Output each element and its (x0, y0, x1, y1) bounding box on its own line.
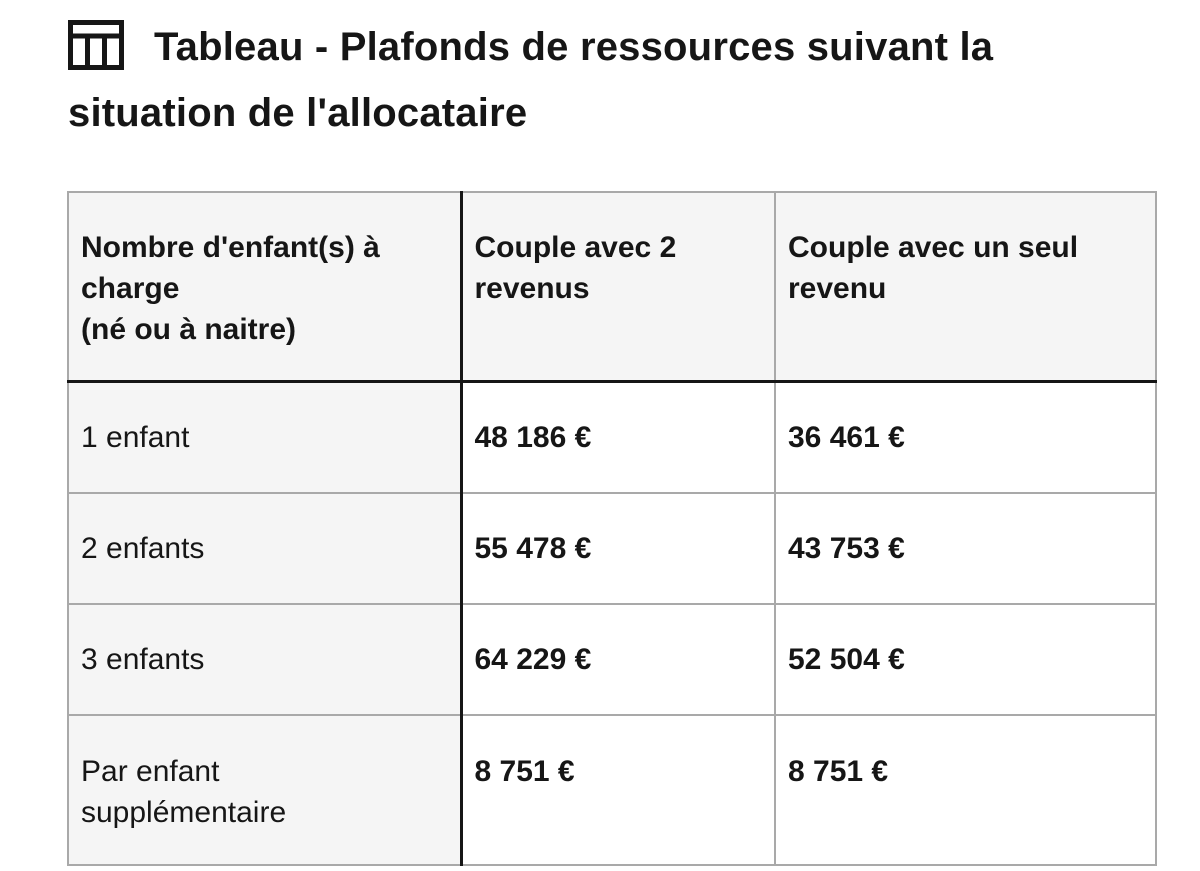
value-two-incomes: 8 751 € (460, 713, 776, 866)
value-two-incomes: 48 186 € (460, 380, 776, 494)
table-header-row: Nombre d'enfant(s) à charge (né ou à nai… (67, 191, 1157, 383)
page-title: Tableau - Plafonds de ressources suivant… (68, 14, 1128, 146)
table-row: 3 enfants 64 229 € 52 504 € (67, 602, 1157, 716)
table-row: Par enfant supplémentaire 8 751 € 8 751 … (67, 713, 1157, 866)
row-label: 2 enfants (67, 491, 463, 605)
header-children-count: Nombre d'enfant(s) à charge (né ou à nai… (67, 191, 463, 383)
row-label: 1 enfant (67, 380, 463, 494)
value-one-income: 52 504 € (774, 602, 1157, 716)
row-label: Par enfant supplémentaire (67, 713, 463, 866)
table-icon (68, 20, 124, 71)
resource-ceiling-table: Nombre d'enfant(s) à charge (né ou à nai… (67, 191, 1157, 866)
value-one-income: 8 751 € (774, 713, 1157, 866)
value-two-incomes: 64 229 € (460, 602, 776, 716)
header-couple-two-incomes: Couple avec 2 revenus (460, 191, 776, 383)
value-one-income: 36 461 € (774, 380, 1157, 494)
table-row: 1 enfant 48 186 € 36 461 € (67, 380, 1157, 494)
title-text: Tableau - Plafonds de ressources suivant… (68, 25, 994, 135)
value-one-income: 43 753 € (774, 491, 1157, 605)
header-couple-one-income: Couple avec un seul revenu (774, 191, 1157, 383)
table-row: 2 enfants 55 478 € 43 753 € (67, 491, 1157, 605)
value-two-incomes: 55 478 € (460, 491, 776, 605)
row-label: 3 enfants (67, 602, 463, 716)
